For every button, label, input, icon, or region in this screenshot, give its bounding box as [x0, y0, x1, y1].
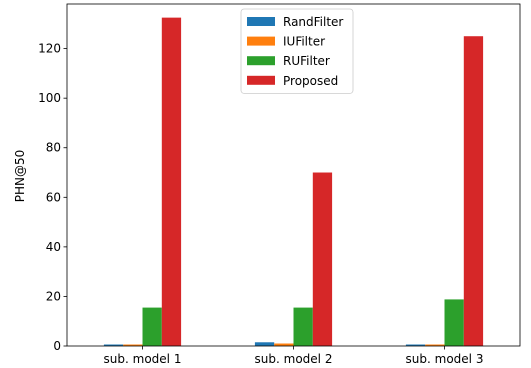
bar-proposed-2 — [313, 173, 332, 346]
bar-rufilter-1 — [143, 308, 162, 346]
legend: RandFilter IUFilter RUFilter Proposed — [241, 9, 353, 93]
legend-swatch-iufilter — [247, 37, 275, 46]
y-tick-label: 120 — [38, 42, 61, 56]
bar-proposed-3 — [464, 36, 483, 346]
bar-randfilter-2 — [255, 342, 274, 346]
bar-rufilter-3 — [445, 299, 464, 346]
y-tick-label: 0 — [53, 339, 61, 353]
legend-swatch-randfilter — [247, 17, 275, 26]
y-tick-label: 100 — [38, 91, 61, 105]
y-tick-label: 20 — [46, 289, 61, 303]
bar-rufilter-2 — [294, 308, 313, 346]
legend-label-randfilter: RandFilter — [283, 15, 343, 29]
y-tick-label: 60 — [46, 190, 61, 204]
legend-swatch-proposed — [247, 76, 275, 85]
legend-swatch-rufilter — [247, 56, 275, 65]
legend-label-iufilter: IUFilter — [283, 35, 325, 49]
y-tick-label: 80 — [46, 141, 61, 155]
x-tick-label: sub. model 2 — [255, 352, 333, 366]
bar-proposed-1 — [162, 18, 181, 346]
x-tick-label: sub. model 1 — [104, 352, 182, 366]
legend-label-rufilter: RUFilter — [283, 54, 330, 68]
x-tick-label: sub. model 3 — [406, 352, 484, 366]
y-tick-label: 40 — [46, 240, 61, 254]
y-axis-label: PHN@50 — [13, 150, 27, 203]
legend-label-proposed: Proposed — [283, 74, 338, 88]
